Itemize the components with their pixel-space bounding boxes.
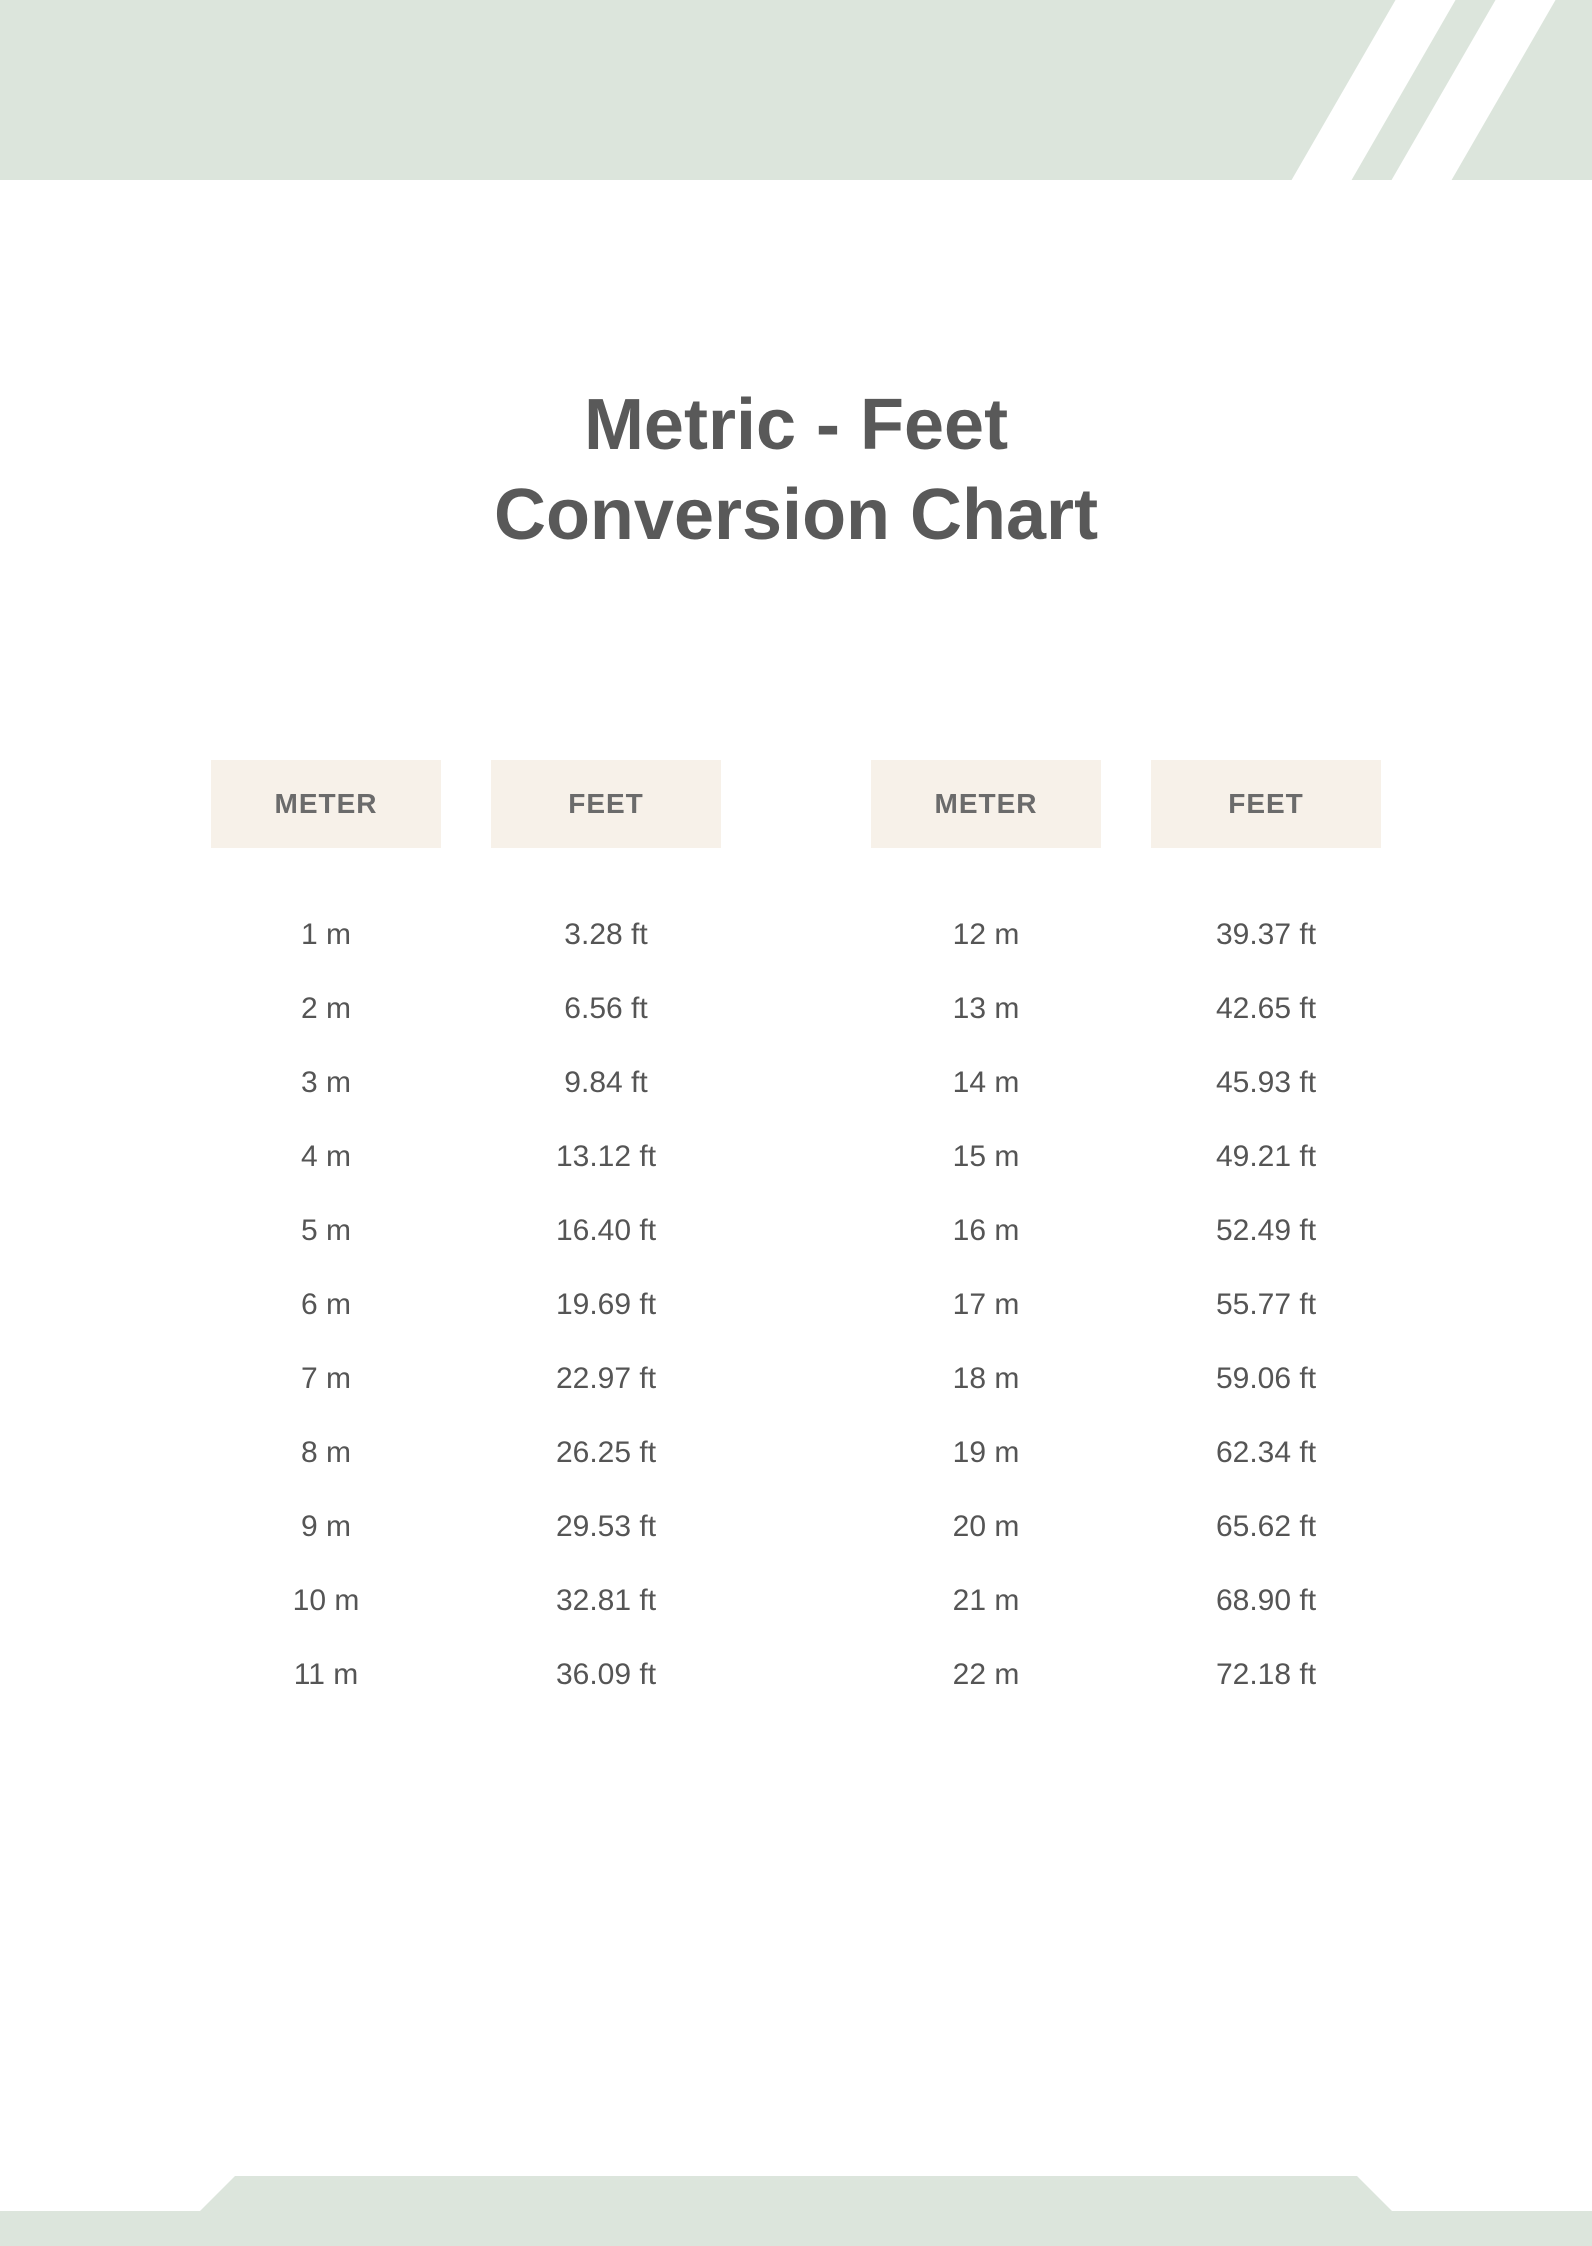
cell-feet: 59.06 ft <box>1151 1342 1381 1416</box>
column-meter: METER 1 m2 m3 m4 m5 m6 m7 m8 m9 m10 m11 … <box>211 760 441 1712</box>
cell-feet: 29.53 ft <box>491 1490 721 1564</box>
cell-feet: 39.37 ft <box>1151 898 1381 972</box>
cell-meter: 16 m <box>871 1194 1101 1268</box>
table-right: METER 12 m13 m14 m15 m16 m17 m18 m19 m20… <box>871 760 1381 1712</box>
cell-meter: 19 m <box>871 1416 1101 1490</box>
cell-meter: 13 m <box>871 972 1101 1046</box>
cell-meter: 2 m <box>211 972 441 1046</box>
column-header-feet: FEET <box>491 760 721 848</box>
cell-meter: 20 m <box>871 1490 1101 1564</box>
cell-meter: 21 m <box>871 1564 1101 1638</box>
column-header-feet: FEET <box>1151 760 1381 848</box>
cell-meter: 1 m <box>211 898 441 972</box>
cell-feet: 72.18 ft <box>1151 1638 1381 1712</box>
cell-feet: 9.84 ft <box>491 1046 721 1120</box>
cell-meter: 15 m <box>871 1120 1101 1194</box>
cell-feet: 65.62 ft <box>1151 1490 1381 1564</box>
page-title: Metric - Feet Conversion Chart <box>0 380 1592 560</box>
cell-feet: 42.65 ft <box>1151 972 1381 1046</box>
cell-meter: 10 m <box>211 1564 441 1638</box>
cell-meter: 7 m <box>211 1342 441 1416</box>
cell-meter: 9 m <box>211 1490 441 1564</box>
cell-meter: 8 m <box>211 1416 441 1490</box>
conversion-tables: METER 1 m2 m3 m4 m5 m6 m7 m8 m9 m10 m11 … <box>0 760 1592 1712</box>
cell-feet: 68.90 ft <box>1151 1564 1381 1638</box>
title-line-1: Metric - Feet <box>584 385 1008 465</box>
cell-feet: 3.28 ft <box>491 898 721 972</box>
cell-meter: 12 m <box>871 898 1101 972</box>
table-left: METER 1 m2 m3 m4 m5 m6 m7 m8 m9 m10 m11 … <box>211 760 721 1712</box>
cell-feet: 62.34 ft <box>1151 1416 1381 1490</box>
cell-feet: 13.12 ft <box>491 1120 721 1194</box>
cell-feet: 36.09 ft <box>491 1638 721 1712</box>
cell-meter: 4 m <box>211 1120 441 1194</box>
cell-meter: 5 m <box>211 1194 441 1268</box>
bottom-notch-left-icon <box>0 2171 200 2211</box>
cell-meter: 14 m <box>871 1046 1101 1120</box>
column-feet: FEET 3.28 ft6.56 ft9.84 ft13.12 ft16.40 … <box>491 760 721 1712</box>
bottom-notch-right-icon <box>1392 2171 1592 2211</box>
cell-feet: 26.25 ft <box>491 1416 721 1490</box>
cell-feet: 55.77 ft <box>1151 1268 1381 1342</box>
cell-feet: 49.21 ft <box>1151 1120 1381 1194</box>
top-banner <box>0 0 1592 180</box>
cell-feet: 22.97 ft <box>491 1342 721 1416</box>
title-line-2: Conversion Chart <box>494 475 1098 555</box>
cell-feet: 32.81 ft <box>491 1564 721 1638</box>
column-feet: FEET 39.37 ft42.65 ft45.93 ft49.21 ft52.… <box>1151 760 1381 1712</box>
cell-meter: 18 m <box>871 1342 1101 1416</box>
column-header-meter: METER <box>211 760 441 848</box>
cell-feet: 45.93 ft <box>1151 1046 1381 1120</box>
cell-meter: 22 m <box>871 1638 1101 1712</box>
cell-meter: 17 m <box>871 1268 1101 1342</box>
cell-meter: 11 m <box>211 1638 441 1712</box>
cell-feet: 16.40 ft <box>491 1194 721 1268</box>
cell-feet: 52.49 ft <box>1151 1194 1381 1268</box>
column-meter: METER 12 m13 m14 m15 m16 m17 m18 m19 m20… <box>871 760 1101 1712</box>
column-header-meter: METER <box>871 760 1101 848</box>
cell-meter: 3 m <box>211 1046 441 1120</box>
cell-feet: 6.56 ft <box>491 972 721 1046</box>
cell-feet: 19.69 ft <box>491 1268 721 1342</box>
cell-meter: 6 m <box>211 1268 441 1342</box>
